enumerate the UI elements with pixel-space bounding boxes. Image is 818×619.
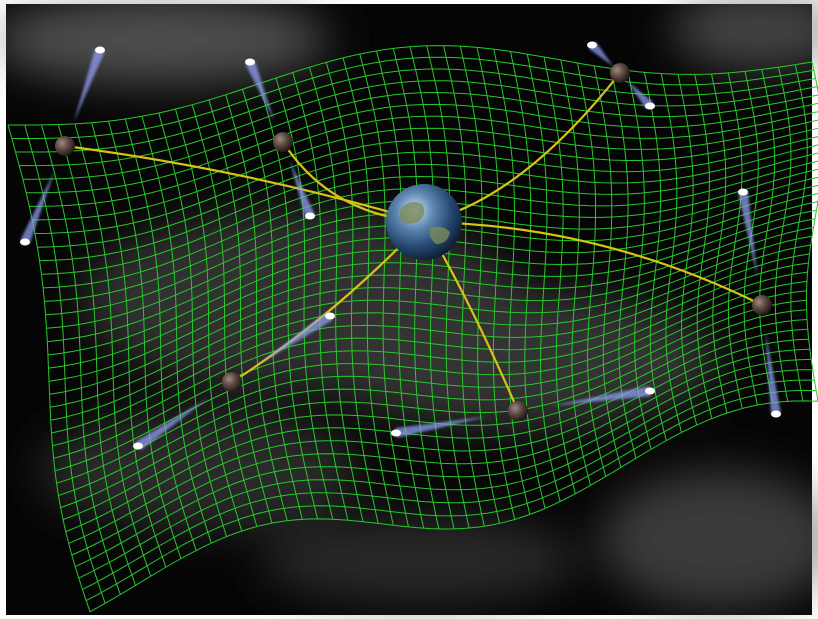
beam-cap [391,429,401,437]
beam [245,60,275,122]
pulsar [222,372,242,392]
grid-line [48,218,816,382]
grid-line [29,111,818,207]
beam-cap [645,102,655,110]
grid-line [39,144,818,262]
bodies [55,63,772,421]
grid-line [51,253,810,434]
beam [20,170,56,244]
spacetime-grid [7,45,818,613]
grid-line [71,348,810,556]
grid-line [68,338,809,544]
grid-line [74,358,812,568]
beam-cap [245,58,255,66]
beam-cap [20,238,30,246]
grid-line [15,68,816,153]
beam [627,81,654,110]
beam-cap [95,46,105,54]
beam [135,398,209,451]
beam-cap [133,442,143,450]
grid-line [50,235,813,408]
pulsar [508,401,528,421]
grid-line [37,136,818,248]
grid-line [8,45,813,126]
pulsar [55,136,75,156]
pulsar [273,132,293,152]
grid-line [19,80,818,167]
beam-cap [771,410,781,418]
signal-line [423,220,763,306]
earth [386,184,462,260]
grid-line [26,102,818,194]
beam-cap [587,41,597,49]
beam [256,311,333,366]
grid-line [49,226,814,395]
grid-line [89,400,818,613]
grid-line [82,379,815,590]
grid-line [52,262,809,447]
grid-line [41,152,818,275]
grid-line [78,369,813,579]
grid-line [11,56,814,139]
beam [765,332,781,415]
pulsar-beams [20,41,781,451]
beam [289,160,315,218]
beam-cap [325,312,335,320]
pulsar [610,63,630,83]
beam [738,191,758,277]
beam-cap [305,212,315,220]
grid-line [60,309,807,509]
beam [73,48,105,123]
grid-line [65,328,808,533]
beam-cap [738,188,748,196]
beam [395,416,488,438]
grid-line [56,290,807,484]
pulsar [752,295,772,315]
grid-line [22,91,818,180]
grid-line [32,119,818,221]
grid-line [85,389,817,602]
grid-line [48,209,817,369]
grid-line [34,127,818,235]
grid-line [50,244,811,421]
earth-land [400,202,450,244]
beam [551,386,651,406]
signal-line [64,144,425,224]
grid-line [53,271,808,459]
beam-cap [645,387,655,395]
grid-line [58,299,807,496]
